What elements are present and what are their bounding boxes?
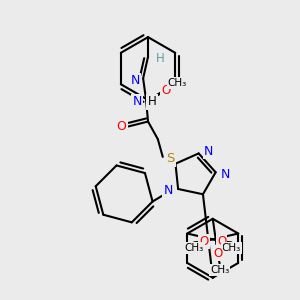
Text: S: S xyxy=(167,152,175,165)
Text: O: O xyxy=(117,120,127,133)
Text: N: N xyxy=(133,95,142,108)
Text: CH₃: CH₃ xyxy=(210,265,229,275)
Text: N: N xyxy=(164,184,173,197)
Text: N: N xyxy=(221,168,230,181)
Text: H: H xyxy=(148,95,156,108)
Text: CH₃: CH₃ xyxy=(168,78,187,88)
Text: N: N xyxy=(204,145,213,158)
Text: CH₃: CH₃ xyxy=(184,243,204,253)
Text: O: O xyxy=(217,235,226,248)
Text: N: N xyxy=(130,74,140,87)
Text: CH₃: CH₃ xyxy=(222,243,241,253)
Text: O: O xyxy=(199,235,208,248)
Text: O: O xyxy=(213,247,222,260)
Text: O: O xyxy=(161,84,170,97)
Text: H: H xyxy=(155,52,164,65)
